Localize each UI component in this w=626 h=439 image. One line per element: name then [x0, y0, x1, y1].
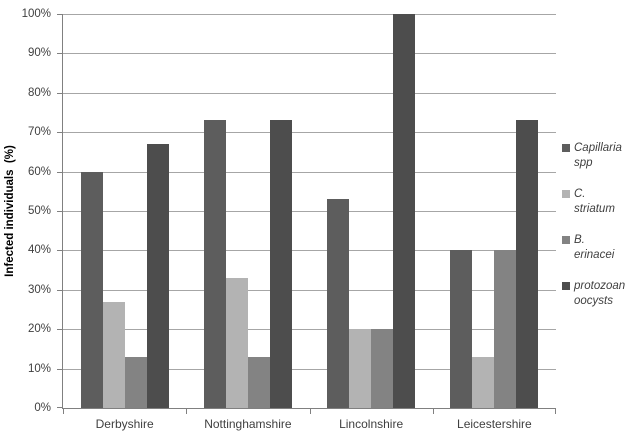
legend-item: Capillaria spp	[562, 141, 626, 187]
gridline	[63, 53, 556, 55]
gridline	[63, 289, 556, 291]
bar	[450, 250, 473, 408]
legend-marker	[562, 190, 570, 198]
bar	[494, 250, 517, 408]
y-tick-label: 70%	[27, 126, 51, 139]
y-axis-tick	[57, 171, 62, 173]
x-axis-tick	[63, 409, 64, 414]
bar	[472, 356, 495, 408]
y-tick-label: 50%	[27, 205, 51, 217]
x-category-label: Derbyshire	[95, 417, 154, 431]
gridline	[63, 171, 556, 173]
legend-marker	[562, 236, 570, 244]
x-category-label: Leicestershire	[457, 417, 532, 431]
x-category-label: Nottinghamshire	[204, 417, 292, 431]
y-tick-label: 40%	[27, 244, 51, 257]
bar	[203, 120, 226, 408]
gridline	[63, 368, 556, 370]
x-axis-tick	[186, 409, 188, 414]
y-tick-label: 60%	[27, 165, 51, 178]
y-axis-tick	[57, 250, 62, 252]
legend-item: C. striatum	[562, 187, 626, 233]
legend-label: B. erinacei	[574, 234, 615, 261]
bar	[102, 301, 125, 408]
bar	[371, 329, 394, 408]
x-axis-tick	[555, 409, 556, 414]
bar	[247, 356, 270, 408]
bar	[349, 329, 372, 408]
bar	[516, 120, 539, 408]
y-axis-tick	[57, 14, 62, 15]
bar	[225, 277, 248, 408]
bar	[269, 120, 292, 408]
y-axis-tick	[57, 368, 62, 370]
legend-label: Capillaria spp	[574, 142, 622, 169]
bar	[393, 14, 416, 408]
bar	[80, 171, 103, 408]
y-axis-tick	[57, 211, 62, 212]
plot-area: 0% 10% 20% 30% 40% 50% 60% 70% 80% 90% 100% Derbysh…	[22, 8, 556, 431]
y-tick-label: 80%	[27, 86, 51, 99]
y-tick-label: 0%	[34, 402, 51, 414]
y-axis-tick	[57, 289, 62, 291]
gridline	[63, 14, 556, 15]
bar	[124, 356, 147, 408]
legend-item: protozoan oocysts	[562, 279, 626, 325]
gridline	[63, 92, 556, 94]
y-axis-tick	[57, 92, 62, 94]
y-tick-label: 90%	[27, 47, 51, 60]
x-category-label: Lincolnshire	[339, 417, 404, 431]
legend: Capillaria spp C. striatum B. erinacei prot…	[562, 141, 626, 325]
y-axis-tick	[57, 132, 62, 134]
y-tick-label: 20%	[27, 323, 51, 336]
y-axis-tick	[57, 329, 62, 331]
x-axis-tick	[309, 409, 311, 414]
y-axis-tick	[57, 53, 62, 55]
bar	[146, 144, 169, 408]
x-axis-tick	[432, 409, 434, 414]
legend-marker	[562, 282, 570, 290]
gridline	[63, 250, 556, 252]
legend-item: B. erinacei	[562, 233, 626, 279]
legend-label: C. striatum	[574, 188, 615, 215]
y-axis-tick	[57, 407, 62, 408]
bar	[327, 199, 350, 408]
gridline	[63, 329, 556, 331]
gridline	[63, 211, 556, 212]
y-tick-label: 10%	[27, 362, 51, 375]
legend-label: protozoan oocysts	[574, 280, 626, 307]
gridline	[63, 132, 556, 134]
y-tick-label: 30%	[27, 283, 51, 296]
y-tick-label: 100%	[21, 8, 51, 20]
legend-marker	[562, 144, 570, 152]
